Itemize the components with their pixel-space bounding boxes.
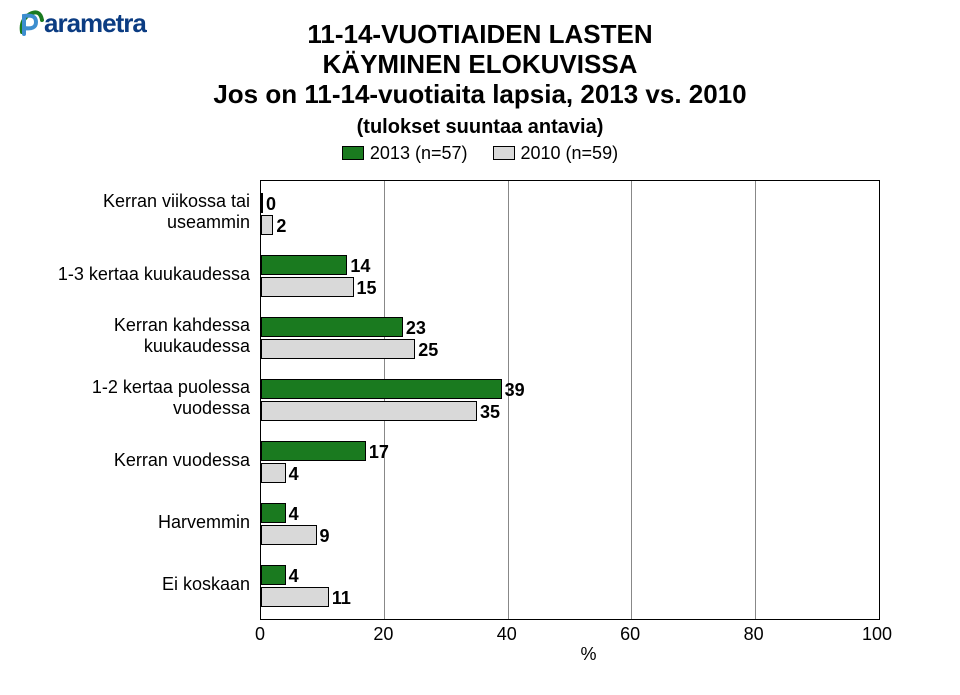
bar-2010: 25 <box>261 339 415 359</box>
bar-value: 4 <box>289 504 299 524</box>
category-label: Kerran vuodessa <box>10 450 250 471</box>
gridline <box>508 181 509 619</box>
bar-2013: 17 <box>261 441 366 461</box>
bar-2010: 2 <box>261 215 273 235</box>
x-tick: 0 <box>255 624 265 645</box>
x-axis-label: % <box>580 644 596 665</box>
gridline <box>631 181 632 619</box>
bar-value: 9 <box>320 526 330 546</box>
gridline <box>384 181 385 619</box>
bar-value: 17 <box>369 442 389 462</box>
heading-line-2: KÄYMINEN ELOKUVISSA <box>0 50 960 80</box>
legend-label-2010: 2010 (n=59) <box>521 143 619 163</box>
legend-label-2013: 2013 (n=57) <box>370 143 468 163</box>
bar-2013: 23 <box>261 317 403 337</box>
bar-value: 25 <box>418 340 438 360</box>
x-tick: 40 <box>497 624 517 645</box>
bar-2010: 15 <box>261 277 354 297</box>
legend-item-2013: 2013 (n=57) <box>342 142 468 164</box>
heading-line-3: Jos on 11-14-vuotiaita lapsia, 2013 vs. … <box>0 80 960 110</box>
category-label: 1-3 kertaa kuukaudessa <box>10 264 250 285</box>
bar-value: 39 <box>505 380 525 400</box>
legend-swatch-2013 <box>342 146 364 160</box>
bar-2010: 9 <box>261 525 317 545</box>
heading-line-4: (tulokset suuntaa antavia) <box>0 114 960 140</box>
bar-2013: 39 <box>261 379 502 399</box>
bar-2013: 4 <box>261 565 286 585</box>
chart-heading: 11-14-VUOTIAIDEN LASTEN KÄYMINEN ELOKUVI… <box>0 20 960 140</box>
legend-swatch-2010 <box>493 146 515 160</box>
bar-2010: 11 <box>261 587 329 607</box>
legend-item-2010: 2010 (n=59) <box>493 142 619 164</box>
bar-value: 2 <box>276 216 286 236</box>
bar-value: 23 <box>406 318 426 338</box>
bar-value: 0 <box>266 194 276 214</box>
bar-value: 14 <box>350 256 370 276</box>
bar-2010: 35 <box>261 401 477 421</box>
category-label: Ei koskaan <box>10 574 250 595</box>
x-tick: 80 <box>744 624 764 645</box>
category-label: 1-2 kertaa puolessavuodessa <box>10 377 250 418</box>
bar-2010: 4 <box>261 463 286 483</box>
x-tick: 60 <box>620 624 640 645</box>
bar-2013: 0 <box>261 193 263 213</box>
bar-value: 35 <box>480 402 500 422</box>
category-label: Harvemmin <box>10 512 250 533</box>
category-label: Kerran kahdessakuukaudessa <box>10 315 250 356</box>
bar-value: 4 <box>289 464 299 484</box>
bar-value: 11 <box>332 588 351 608</box>
bar-2013: 4 <box>261 503 286 523</box>
plot-area: 0214152325393517449411 <box>260 180 880 620</box>
x-tick: 20 <box>373 624 393 645</box>
x-tick: 100 <box>862 624 892 645</box>
bar-value: 4 <box>289 566 299 586</box>
category-label: Kerran viikossa taiuseammin <box>10 191 250 232</box>
legend: 2013 (n=57) 2010 (n=59) <box>0 142 960 164</box>
bar-2013: 14 <box>261 255 347 275</box>
gridline <box>755 181 756 619</box>
bar-value: 15 <box>357 278 377 298</box>
heading-line-1: 11-14-VUOTIAIDEN LASTEN <box>0 20 960 50</box>
